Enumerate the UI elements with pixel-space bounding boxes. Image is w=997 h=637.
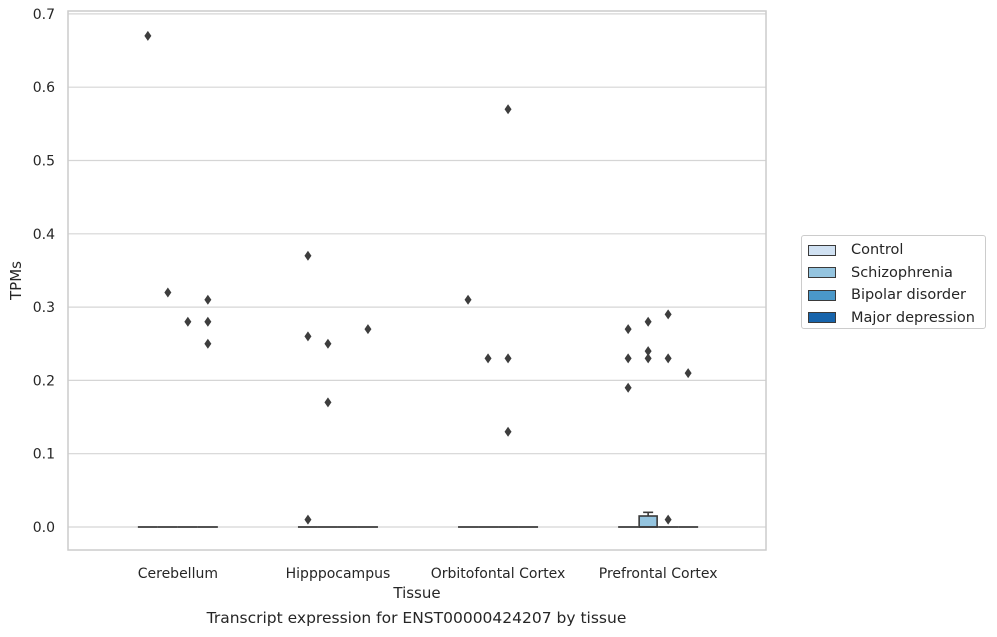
x-axis-ticks: Cerebellum Hipppocampus Orbitofontal Corte… <box>138 566 718 582</box>
y-axis-ticks: 0.0 0.1 0.2 0.3 0.4 0.5 0.6 0.7 <box>33 7 55 536</box>
outlier-point <box>464 294 472 305</box>
legend: Control Schizophrenia Bipolar disorder M… <box>801 235 986 329</box>
x-axis-title: Tissue <box>392 584 440 602</box>
legend-item: Bipolar disorder <box>808 284 985 307</box>
legend-swatch <box>808 312 836 324</box>
outlier-point <box>644 346 652 357</box>
y-tick-label: 0.5 <box>33 154 55 170</box>
x-tick-label: Hipppocampus <box>286 566 391 582</box>
y-tick-label: 0.2 <box>33 373 55 389</box>
outlier-point <box>504 104 512 115</box>
box-body <box>638 515 658 528</box>
y-axis-title: TPMs <box>7 261 25 301</box>
y-tick-label: 0.7 <box>33 7 55 23</box>
legend-label: Bipolar disorder <box>851 287 966 304</box>
outlier-point <box>484 353 492 364</box>
outlier-point <box>664 514 672 525</box>
y-tick-label: 0.4 <box>33 227 55 243</box>
legend-item: Control <box>808 239 985 262</box>
plot-area-frame <box>67 10 767 551</box>
outlier-point <box>644 316 652 327</box>
outlier-point <box>684 368 692 379</box>
outlier-point <box>644 353 652 364</box>
outliers <box>144 30 692 525</box>
box-schizophrenia <box>638 511 659 528</box>
outlier-point <box>204 316 212 327</box>
legend-swatch <box>808 267 836 279</box>
outlier-point <box>304 514 312 525</box>
x-tick-label: Prefrontal Cortex <box>599 566 718 582</box>
x-tick-label: Cerebellum <box>138 566 218 582</box>
y-tick-label: 0.6 <box>33 80 55 96</box>
gridlines <box>68 13 766 528</box>
outlier-point <box>624 382 632 393</box>
y-tick-label: 0.3 <box>33 300 55 316</box>
boxes <box>137 511 699 528</box>
outlier-point <box>164 287 172 298</box>
outlier-point <box>144 30 152 41</box>
legend-item: Major depression <box>808 307 985 330</box>
y-tick-label: 0.0 <box>33 520 55 536</box>
outlier-point <box>204 338 212 349</box>
outlier-point <box>664 353 672 364</box>
legend-item: Schizophrenia <box>808 262 985 285</box>
outlier-point <box>204 294 212 305</box>
legend-swatch <box>808 289 836 301</box>
legend-label: Schizophrenia <box>851 264 953 281</box>
outlier-point <box>364 324 372 335</box>
x-tick-label: Orbitofontal Cortex <box>431 566 566 582</box>
outlier-point <box>184 316 192 327</box>
outlier-point <box>624 324 632 335</box>
outlier-point <box>324 397 332 408</box>
legend-label: Control <box>851 242 904 259</box>
y-tick-label: 0.1 <box>33 447 55 463</box>
legend-label: Major depression <box>851 309 975 326</box>
chart-caption: Transcript expression for ENST0000042420… <box>206 609 627 627</box>
outlier-point <box>304 250 312 261</box>
outlier-point <box>324 338 332 349</box>
outlier-point <box>504 426 512 437</box>
outlier-point <box>504 353 512 364</box>
outlier-point <box>624 353 632 364</box>
legend-swatch <box>808 244 836 256</box>
outlier-point <box>304 331 312 342</box>
outlier-point <box>664 309 672 320</box>
